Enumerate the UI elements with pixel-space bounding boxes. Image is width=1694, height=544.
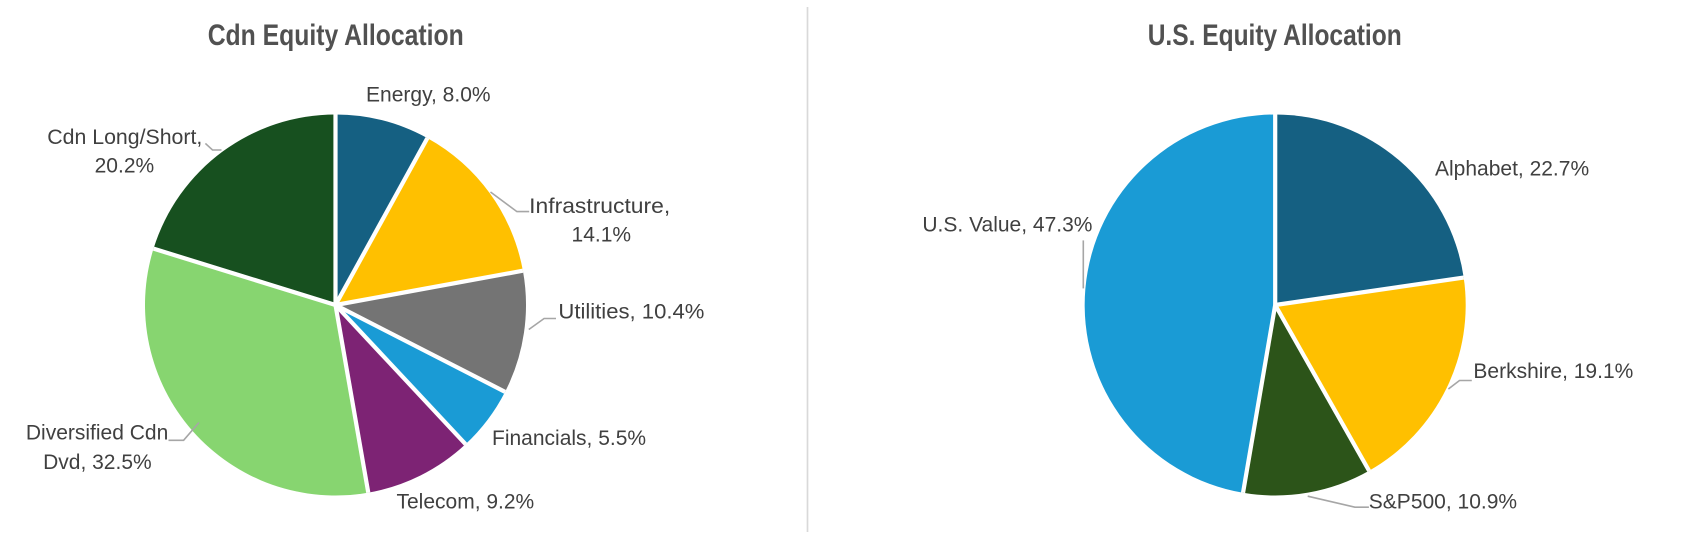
svg-text:U.S. Value, 47.3%: U.S. Value, 47.3% xyxy=(922,214,1092,237)
svg-text:20.2%: 20.2% xyxy=(95,155,155,178)
svg-text:U.S. Equity Allocation: U.S. Equity Allocation xyxy=(1148,19,1402,52)
svg-text:S&P500, 10.9%: S&P500, 10.9% xyxy=(1369,491,1517,514)
svg-text:Telecom, 9.2%: Telecom, 9.2% xyxy=(397,491,535,514)
svg-text:Cdn Equity Allocation: Cdn Equity Allocation xyxy=(208,19,464,52)
svg-text:Dvd, 32.5%: Dvd, 32.5% xyxy=(43,451,152,474)
svg-text:Energy, 8.0%: Energy, 8.0% xyxy=(366,84,491,107)
svg-text:Infrastructure,: Infrastructure, xyxy=(529,195,670,218)
svg-text:14.1%: 14.1% xyxy=(572,224,632,247)
svg-text:Alphabet, 22.7%: Alphabet, 22.7% xyxy=(1435,158,1589,181)
svg-text:Utilities, 10.4%: Utilities, 10.4% xyxy=(558,301,704,324)
svg-text:Diversified Cdn: Diversified Cdn xyxy=(26,422,168,445)
svg-text:Cdn Long/Short,: Cdn Long/Short, xyxy=(47,126,202,149)
svg-text:Berkshire, 19.1%: Berkshire, 19.1% xyxy=(1473,360,1633,383)
svg-text:Financials, 5.5%: Financials, 5.5% xyxy=(492,427,646,450)
